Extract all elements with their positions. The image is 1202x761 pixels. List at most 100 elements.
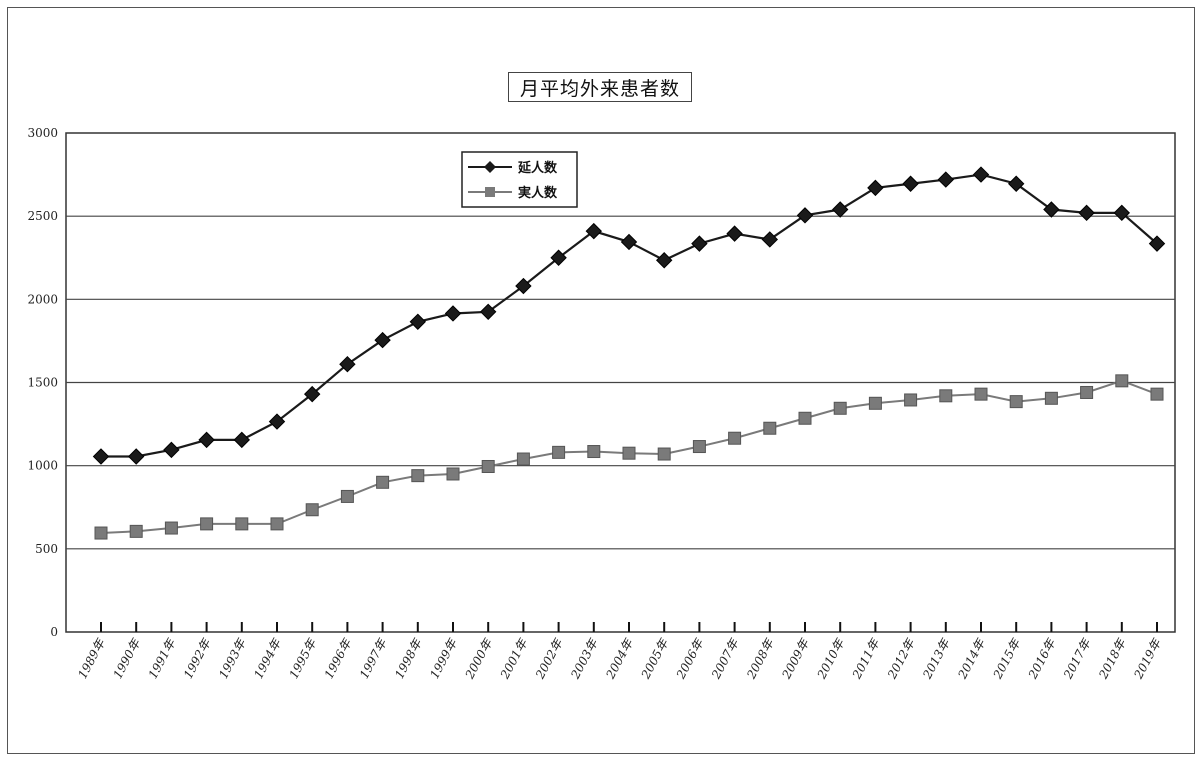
data-point-diamond [198,431,215,449]
data-point-diamond [937,171,955,188]
data-point-square [446,467,460,481]
data-point-diamond [726,225,743,242]
x-tick-label: 1998年 [392,635,425,681]
legend-marker-square [485,187,495,197]
data-point-square [411,469,425,483]
data-point-square [657,447,671,461]
x-tick-label: 2017年 [1060,635,1094,682]
data-point-square [868,396,882,410]
y-tick-label: 2500 [27,209,58,223]
data-point-diamond [92,448,110,465]
data-point-diamond [1113,204,1131,222]
data-point-diamond [1148,235,1166,252]
legend-label: 延人数 [517,160,558,176]
data-point-diamond [339,355,356,373]
data-point-diamond [374,331,391,349]
legend-box [461,151,578,208]
data-point-diamond [691,235,708,252]
gridlines [65,132,1176,633]
data-point-square [305,503,319,517]
x-tick-label: 2000年 [462,635,496,682]
x-tick-label: 1991年 [146,635,179,681]
y-tick-label: 0 [50,625,58,639]
x-tick-label: 2006年 [673,635,707,682]
x-tick-label: 1997年 [357,635,390,681]
data-point-square [1150,387,1164,401]
legend-label: 実人数 [518,185,558,201]
x-tick-label: 1989年 [75,635,108,681]
data-point-diamond [867,179,884,197]
x-tick-label: 2015年 [990,635,1024,682]
data-point-diamond [972,166,990,183]
data-point-square [164,521,178,535]
data-point-square [974,387,988,401]
data-point-square [692,440,706,454]
data-point-square [552,445,566,459]
data-point-diamond [1043,201,1060,218]
y-tick-label: 500 [35,542,58,556]
x-tick-label: 2003年 [568,635,602,682]
data-point-diamond [796,207,814,224]
data-point-square [763,421,777,435]
data-point-square [516,452,530,466]
data-point-diamond [479,303,497,321]
x-tick-label: 2016年 [1025,635,1059,682]
x-tick-label: 1999年 [427,635,460,681]
data-point-square [235,517,249,531]
data-point-diamond [515,277,532,295]
data-point-diamond [233,431,251,449]
x-tick-label: 2019年 [1131,635,1165,682]
data-point-diamond [163,441,180,459]
x-tick-label: 2002年 [532,635,566,682]
data-point-square [340,489,354,503]
data-point-diamond [585,222,603,240]
data-point-diamond [620,233,638,251]
data-point-square [833,401,847,415]
x-tick-label: 1995年 [287,635,320,681]
x-tick-label: 2001年 [497,635,531,682]
y-tick-label: 1000 [27,459,58,473]
x-tick-label: 1990年 [111,635,144,681]
data-point-square [1080,385,1094,399]
data-point-square [1044,391,1058,405]
chart-frame [7,7,1195,754]
data-point-square [481,459,495,473]
data-point-square [270,517,284,531]
x-tick-label: 1994年 [251,635,284,681]
x-tick-label: 2014年 [955,635,989,682]
data-point-diamond [902,175,919,192]
series-line-1 [101,173,1158,458]
data-point-square [728,431,742,445]
x-tick-label: 1996年 [322,635,355,681]
x-tick-label: 2013年 [920,635,954,682]
x-tick-label: 2005年 [638,635,672,682]
legend-marker-diamond [484,161,496,173]
y-tick-label: 2000 [27,292,58,306]
x-tick-label: 2018年 [1096,635,1130,682]
x-tick-label: 2010年 [814,635,848,682]
data-point-square [622,446,636,460]
data-point-square [200,517,214,531]
data-point-diamond [761,231,779,248]
y-tick-label: 1500 [27,376,58,390]
data-point-diamond [1007,175,1025,192]
x-tick-label: 2011年 [849,635,883,682]
x-tick-label: 2009年 [779,635,813,682]
series-layer [92,166,1166,540]
data-point-diamond [444,305,462,322]
x-tick-label: 2007年 [708,635,742,682]
data-point-square [129,524,143,538]
data-point-square [94,526,108,540]
data-point-diamond [550,249,567,266]
data-point-diamond [303,385,321,403]
y-tick-label: 3000 [27,126,58,140]
data-point-square [587,445,601,459]
x-tick-label: 2008年 [744,635,778,682]
data-point-diamond [1078,204,1095,222]
x-tick-label: 1992年 [181,635,214,681]
x-tick-label: 2004年 [603,635,637,682]
chart-title: 月平均外来患者数 [508,72,692,102]
